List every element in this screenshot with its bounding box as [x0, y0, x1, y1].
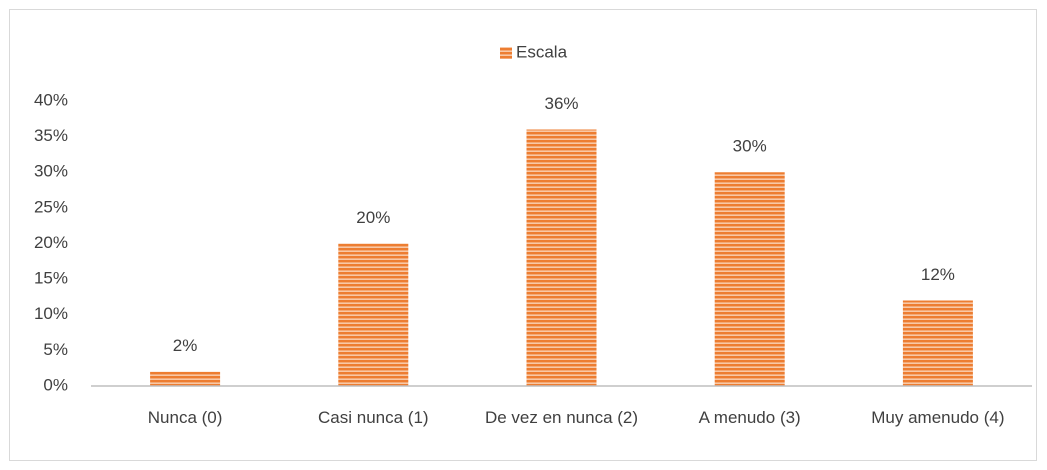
- y-tick-label: 5%: [43, 340, 68, 359]
- data-label: 36%: [544, 94, 578, 113]
- bar: [714, 172, 785, 386]
- data-label: 30%: [733, 137, 767, 156]
- x-tick-label: Muy amenudo (4): [871, 408, 1005, 427]
- legend-label: Escala: [516, 42, 568, 61]
- data-label: 2%: [173, 336, 198, 355]
- y-tick-label: 10%: [34, 304, 68, 323]
- x-tick-label: Nunca (0): [147, 408, 223, 427]
- x-tick-label: De vez en nunca (2): [484, 408, 639, 427]
- y-tick-label: 40%: [34, 90, 68, 109]
- bar: [338, 243, 409, 386]
- chart-frame: [9, 9, 1037, 461]
- y-tick-label: 35%: [34, 126, 68, 145]
- data-label: 20%: [356, 208, 390, 227]
- data-label: 12%: [921, 265, 955, 284]
- bar: [150, 371, 221, 386]
- x-tick-label: Casi nunca (1): [318, 408, 429, 427]
- y-tick-label: 15%: [34, 269, 68, 288]
- y-tick-label: 0%: [43, 375, 68, 394]
- bar: [526, 129, 597, 386]
- bar: [902, 300, 973, 386]
- x-tick-label: A menudo (3): [698, 408, 801, 427]
- y-tick-label: 25%: [34, 197, 68, 216]
- legend-swatch: [500, 47, 512, 59]
- y-tick-label: 20%: [34, 233, 68, 252]
- y-tick-label: 30%: [34, 162, 68, 181]
